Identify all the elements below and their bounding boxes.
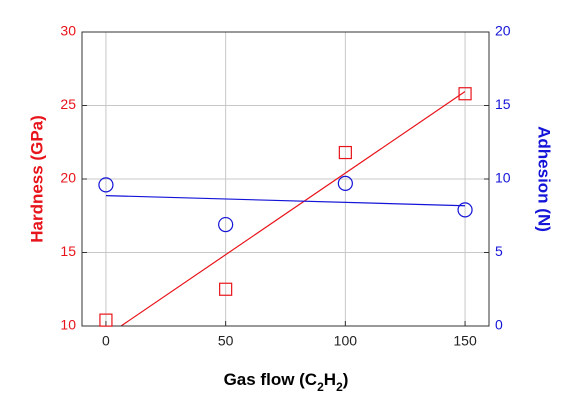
x-tick-label: 0 xyxy=(102,333,110,349)
marker xyxy=(337,175,353,192)
fit-line xyxy=(119,91,466,326)
fit-lines xyxy=(105,91,466,326)
x-label-part: Gas flow (C xyxy=(224,370,318,389)
x-axis-title: Gas flow (C2H2) xyxy=(224,370,349,394)
y2-tick-label: 10 xyxy=(495,170,511,186)
markers xyxy=(98,87,473,327)
y-tick-label: 20 xyxy=(60,170,76,186)
marker xyxy=(219,282,233,296)
x-tick-label: 150 xyxy=(453,333,477,349)
marker xyxy=(98,177,114,193)
fit-line xyxy=(105,195,466,207)
y2-tick-label: 0 xyxy=(495,317,503,333)
labels: 0 50 100 150 10 15 20 25 30 0 5 10 15 20 xyxy=(60,23,510,349)
marker xyxy=(457,202,473,218)
y2-tick-label: 20 xyxy=(495,23,511,39)
x-label-sub: 2 xyxy=(336,380,343,394)
y-tick-label: 25 xyxy=(60,96,76,112)
x-tick-label: 100 xyxy=(334,333,358,349)
marker xyxy=(218,216,234,233)
x-label-sub: 2 xyxy=(317,380,324,394)
marker xyxy=(458,87,472,101)
x-label-part: H xyxy=(324,370,336,389)
y2-tick-label: 5 xyxy=(495,243,503,259)
y-tick-label: 30 xyxy=(60,23,76,39)
marker xyxy=(99,313,113,327)
y-tick-label: 10 xyxy=(60,317,76,333)
y2-axis-title: Adhesion (N) xyxy=(535,126,554,232)
y-tick-label: 15 xyxy=(60,243,76,259)
plot-frame xyxy=(81,31,490,327)
y-axis-title: Hardness (GPa) xyxy=(27,115,46,243)
y2-tick-label: 15 xyxy=(495,96,511,112)
x-tick-label: 50 xyxy=(218,333,234,349)
marker xyxy=(338,145,352,160)
x-label-part: ) xyxy=(343,370,349,389)
grid xyxy=(82,31,489,327)
